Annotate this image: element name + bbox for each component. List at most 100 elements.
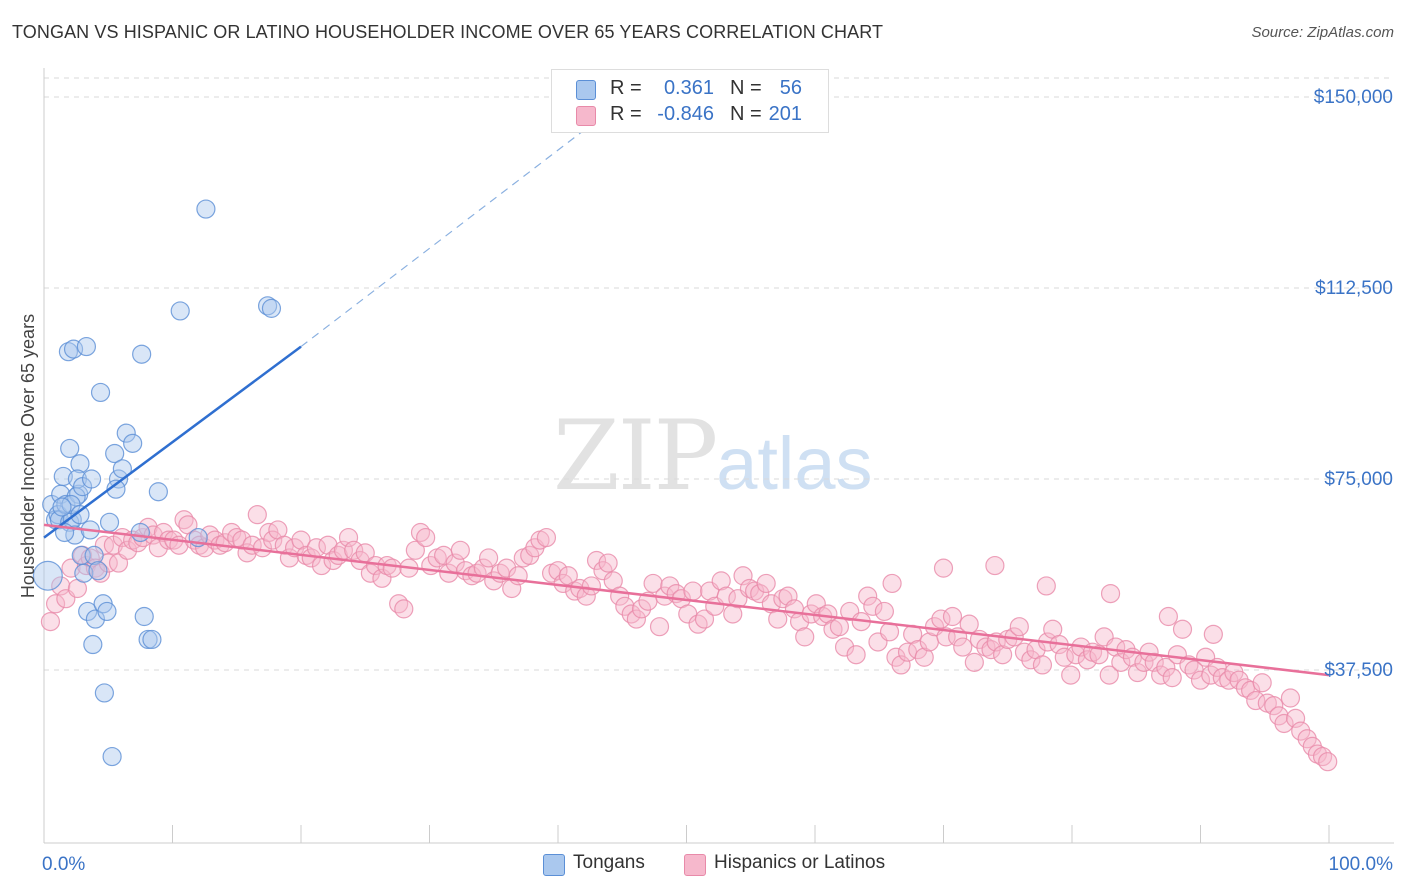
hispanic-point xyxy=(858,586,878,606)
tongan-point xyxy=(70,454,90,474)
hispanic-point xyxy=(745,581,765,601)
hispanic-point xyxy=(479,548,499,568)
hispanic-point xyxy=(117,540,138,560)
series-hispanics-points xyxy=(40,505,1338,772)
tongan-point xyxy=(76,336,97,357)
legend-label-hispanics: Hispanics or Latinos xyxy=(714,852,886,873)
tongan-point xyxy=(94,683,114,703)
hispanic-point xyxy=(284,538,305,558)
hispanic-point xyxy=(933,558,954,578)
hispanic-point xyxy=(598,553,618,573)
hispanic-point xyxy=(914,647,934,667)
hispanic-point xyxy=(942,606,963,627)
tongan-point xyxy=(53,466,73,487)
hispanic-point xyxy=(931,609,951,629)
tongan-point xyxy=(70,505,90,525)
hispanic-point xyxy=(382,558,402,578)
tongan-point xyxy=(196,199,216,219)
tongan-point xyxy=(90,382,111,403)
hispanic-point xyxy=(1054,647,1074,667)
tongan-point xyxy=(170,301,190,321)
hispanic-point xyxy=(1241,680,1261,700)
hispanic-point xyxy=(834,637,855,657)
source-label: Source: ZipAtlas.com xyxy=(1251,24,1394,41)
tongan-point xyxy=(84,545,104,566)
hispanic-point xyxy=(1014,642,1035,662)
tongan-trend-extension xyxy=(300,71,662,348)
hispanic-point xyxy=(1089,645,1109,665)
hispanic-point xyxy=(1021,650,1041,670)
hispanic-point xyxy=(795,627,815,647)
tongan-point xyxy=(102,746,122,767)
tongan-point xyxy=(142,629,162,650)
tongan-point xyxy=(60,438,80,459)
hispanic-point xyxy=(1156,657,1176,678)
chart-title: TONGAN VS HISPANIC OR LATINO HOUSEHOLDER… xyxy=(12,22,884,42)
hispanic-point xyxy=(247,505,267,525)
tongan-point xyxy=(99,512,120,532)
legend-label-tongans: Tongans xyxy=(573,852,645,873)
hispanic-point xyxy=(683,581,703,601)
hispanic-point xyxy=(536,527,557,548)
tongan-point xyxy=(97,601,117,622)
stats-legend: R = 0.361 N = 56 R = -0.846 N = 201 xyxy=(551,69,829,133)
hispanics-legend-swatch xyxy=(684,854,706,876)
hispanic-point xyxy=(694,609,715,629)
hispanic-point xyxy=(976,637,996,657)
tongan-point xyxy=(74,563,94,583)
tongan-point xyxy=(134,606,154,627)
hispanic-point xyxy=(1032,655,1053,675)
hispanic-point xyxy=(688,614,708,634)
hispanic-point xyxy=(660,576,680,596)
hispanic-point xyxy=(586,550,607,571)
x-tick-label-min: 0.0% xyxy=(42,854,85,875)
r-value: -0.846 xyxy=(657,103,714,125)
hispanic-point xyxy=(548,561,568,581)
hispanic-point xyxy=(993,645,1013,665)
y-tick-label: $37,500 xyxy=(1324,660,1393,681)
y-tick-label: $112,500 xyxy=(1315,278,1393,299)
hispanic-point xyxy=(1036,576,1056,596)
hispanic-point xyxy=(40,612,61,632)
tongan-trend-line xyxy=(43,345,302,539)
hispanic-point xyxy=(908,640,928,660)
hispanic-point xyxy=(61,558,81,578)
legend-row-tongans: R = 0.361 N = 56 xyxy=(552,76,828,102)
tongan-point xyxy=(148,482,168,502)
watermark-zip: ZIP xyxy=(553,400,718,512)
hispanic-point xyxy=(410,522,431,543)
hispanic-point xyxy=(1100,583,1121,604)
axes xyxy=(43,68,1394,844)
hispanic-point xyxy=(1252,673,1272,693)
hispanic-point xyxy=(1280,688,1301,708)
y-tick-label: $75,000 xyxy=(1324,469,1393,490)
hispanic-point xyxy=(1158,606,1178,627)
hispanic-point xyxy=(874,601,894,622)
hispanic-point xyxy=(1312,746,1333,767)
hispanic-point xyxy=(497,558,517,578)
hispanic-point xyxy=(1285,708,1306,728)
hispanic-point xyxy=(394,599,414,619)
n-label: N = xyxy=(730,103,762,125)
trend-lines xyxy=(43,71,1330,677)
r-value: 0.361 xyxy=(663,77,714,99)
hispanic-point xyxy=(1172,619,1193,639)
y-tick-label: $150,000 xyxy=(1314,87,1393,108)
hispanic-point xyxy=(1203,624,1223,644)
hispanic-point xyxy=(1099,665,1119,685)
hispanic-point xyxy=(1111,652,1131,672)
hispanic-point xyxy=(631,599,652,619)
r-label: R = xyxy=(610,103,642,125)
hispanic-point xyxy=(649,617,670,637)
hispanic-point xyxy=(1307,744,1328,764)
tongan-point xyxy=(132,344,152,364)
tongan-point xyxy=(32,560,63,591)
hispanic-point xyxy=(1246,690,1266,711)
hispanic-point xyxy=(863,596,883,616)
hispanic-point xyxy=(318,535,338,555)
tongan-point xyxy=(123,433,143,453)
hispanic-point xyxy=(964,652,984,672)
watermark-atlas: atlas xyxy=(716,422,873,505)
legend-row-hispanics: R = -0.846 N = 201 xyxy=(552,102,828,128)
r-label: R = xyxy=(610,77,642,99)
